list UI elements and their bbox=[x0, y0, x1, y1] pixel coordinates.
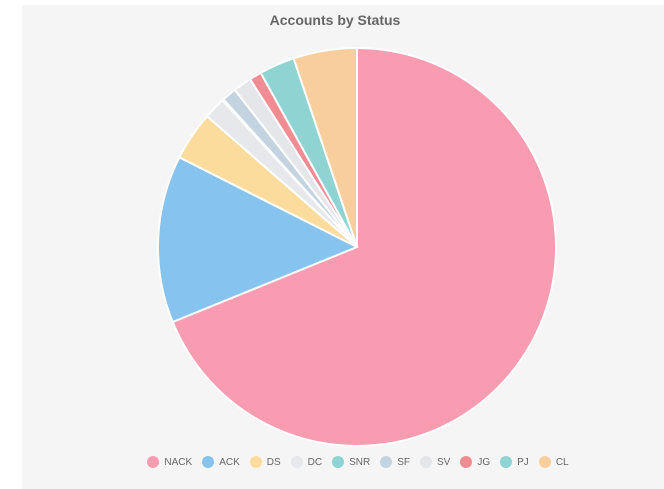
chart-legend: NACK ACK DS DC SNR SF SV JG PJ CL bbox=[0, 456, 664, 468]
legend-item-ack[interactable]: ACK bbox=[202, 456, 240, 468]
legend-label: SV bbox=[437, 456, 451, 468]
legend-swatch bbox=[202, 456, 215, 468]
legend-label: DC bbox=[307, 456, 323, 468]
legend-label: DS bbox=[266, 456, 281, 468]
legend-item-dc[interactable]: DC bbox=[290, 456, 323, 468]
legend-item-sv[interactable]: SV bbox=[420, 456, 450, 468]
legend-swatch bbox=[420, 456, 433, 468]
legend-item-pj[interactable]: PJ bbox=[500, 456, 529, 468]
legend-label: SF bbox=[397, 456, 411, 468]
chart-title: Accounts by Status bbox=[269, 12, 401, 28]
legend-item-cl[interactable]: CL bbox=[538, 456, 569, 468]
pie-slice-cl[interactable] bbox=[292, 46, 358, 248]
legend-label: JG bbox=[477, 456, 491, 468]
legend-swatch bbox=[249, 456, 262, 468]
legend-swatch bbox=[147, 456, 160, 468]
legend-label: CL bbox=[555, 456, 569, 468]
pie-slice-ack[interactable] bbox=[157, 155, 360, 324]
legend-label: SNR bbox=[349, 456, 371, 468]
legend-item-sf[interactable]: SF bbox=[380, 456, 410, 468]
legend-item-jg[interactable]: JG bbox=[460, 456, 490, 468]
legend-label: NACK bbox=[164, 456, 193, 468]
legend-swatch bbox=[332, 456, 345, 468]
pie-slice-nack[interactable] bbox=[171, 46, 557, 447]
legend-item-ds[interactable]: DS bbox=[249, 456, 281, 468]
legend-item-nack[interactable]: NACK bbox=[147, 456, 192, 468]
legend-item-snr[interactable]: SNR bbox=[332, 456, 370, 468]
legend-swatch bbox=[290, 456, 303, 468]
legend-swatch bbox=[538, 456, 551, 468]
legend-swatch bbox=[460, 456, 473, 468]
legend-label: PJ bbox=[517, 456, 529, 468]
legend-swatch bbox=[500, 456, 513, 468]
legend-swatch bbox=[380, 456, 393, 468]
legend-label: ACK bbox=[219, 456, 240, 468]
